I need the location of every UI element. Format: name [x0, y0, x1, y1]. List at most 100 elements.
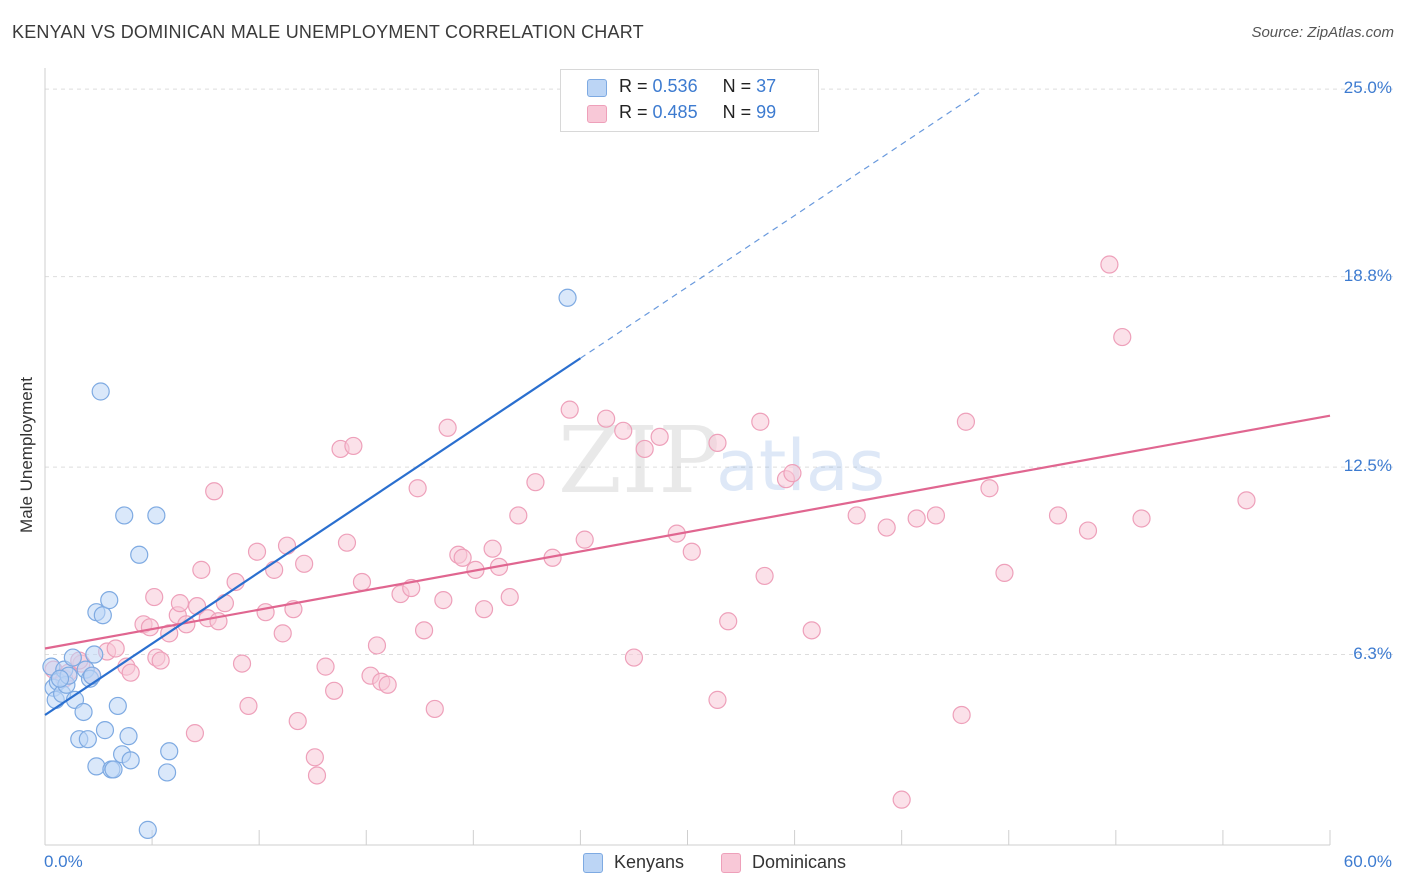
dominicans-point: [926, 506, 946, 525]
dominicans-point: [192, 560, 211, 579]
dominicans-point: [877, 518, 896, 537]
kenyans-trend-extension: [580, 89, 984, 359]
dominicans-point: [352, 572, 372, 592]
dominicans-point: [500, 587, 519, 607]
dominicans-point: [414, 621, 434, 640]
kenyans-point: [93, 606, 112, 625]
dominicans-point: [239, 696, 258, 716]
dominicans-point: [682, 542, 701, 561]
dominicans-point: [337, 533, 357, 552]
dominicans-point: [980, 479, 999, 498]
kenyans-point: [95, 721, 115, 740]
kenyans-point: [138, 820, 157, 839]
dominicans-point: [453, 548, 472, 567]
trend-lines: [44, 89, 1331, 716]
dominicans-point: [907, 509, 926, 528]
stats-r-label: R =: [619, 102, 648, 122]
dominicans-point: [995, 563, 1014, 582]
dominicans-point: [121, 663, 140, 682]
dominicans-point: [205, 482, 224, 501]
y-tick-label: 18.8%: [1343, 265, 1392, 285]
kenyans-point: [83, 666, 102, 685]
dominicans-point: [277, 536, 297, 555]
kenyans-point: [115, 506, 134, 525]
x-tick-min: 0.0%: [44, 852, 83, 871]
x-tick-marks: [44, 830, 1331, 845]
kenyans-swatch: [587, 79, 607, 97]
kenyans-point: [130, 545, 149, 564]
dominicans-point: [288, 711, 307, 731]
dominicans-point: [1237, 491, 1256, 510]
dominicans-point: [624, 648, 644, 667]
dominicans-point: [425, 699, 444, 719]
dominicans-point: [256, 603, 275, 622]
dominicans-point: [708, 433, 727, 452]
dominicans-point: [802, 621, 821, 640]
stats-r-value: 0.536: [652, 76, 698, 96]
kenyans-point: [85, 645, 104, 664]
legend-swatch-dominicans: [721, 853, 741, 873]
dominicans-point: [265, 560, 284, 579]
dominicans-point: [1100, 255, 1119, 274]
dominicans-point: [295, 554, 314, 573]
dominicans-point: [1048, 506, 1068, 525]
dominicans-point: [325, 681, 344, 700]
dominicans-point: [232, 654, 252, 673]
dominicans-point: [408, 479, 427, 498]
dominicans-point: [614, 421, 633, 440]
kenyans-point: [119, 727, 138, 746]
dominicans-point: [215, 594, 234, 613]
kenyans-point: [157, 763, 177, 782]
dominicans-point: [755, 566, 774, 586]
kenyans-point: [108, 696, 127, 716]
y-tick-label: 12.5%: [1343, 456, 1392, 476]
dominicans-point: [247, 542, 267, 561]
dominicans-point: [170, 594, 190, 613]
kenyans-point: [121, 751, 140, 770]
stats-r-label: R =: [619, 76, 648, 96]
dominicans-point: [378, 675, 397, 694]
dominicans-point: [1078, 521, 1098, 540]
kenyans-points: [42, 288, 577, 839]
dominicans-point: [847, 506, 866, 525]
kenyans-point: [78, 730, 97, 749]
y-tick-label: 6.3%: [1353, 643, 1392, 663]
kenyans-point: [100, 591, 119, 610]
dominicans-point: [273, 624, 292, 643]
stats-n-value: 99: [756, 102, 777, 122]
dominicans-point: [307, 766, 327, 785]
dominicans-point: [560, 400, 579, 419]
kenyans-trend-line: [44, 357, 582, 716]
dominicans-point: [509, 506, 528, 525]
dominicans-point: [751, 412, 770, 431]
kenyans-point: [104, 760, 123, 779]
dominicans-point: [719, 612, 738, 631]
kenyans-point: [63, 648, 82, 667]
dominicans-point: [344, 436, 363, 456]
legend-label-dominicans: Dominicans: [752, 852, 847, 872]
stats-r-value: 0.485: [652, 102, 698, 122]
dominicans-point: [438, 418, 457, 437]
kenyans-point: [558, 288, 577, 307]
watermark-zip: ZIP: [558, 407, 720, 514]
dominicans-point: [892, 790, 911, 809]
kenyans-point: [91, 382, 110, 401]
dominicans-point: [367, 636, 387, 655]
grid-lines: [45, 88, 1395, 656]
watermark-atlas: atlas: [716, 425, 885, 507]
dominicans-point: [526, 473, 545, 492]
dominicans-point: [106, 639, 125, 658]
stats-n-label: N =: [722, 102, 752, 122]
dominicans-point: [474, 600, 494, 619]
dominicans-point: [483, 539, 502, 558]
dominicans-point: [783, 464, 802, 483]
x-tick-max: 60.0%: [1343, 852, 1392, 871]
dominicans-point: [575, 530, 594, 549]
dominicans-point: [1132, 509, 1151, 528]
dominicans-point: [1113, 327, 1132, 347]
dominicans-point: [650, 427, 669, 446]
legend-swatch-kenyans: [583, 853, 603, 873]
dominicans-point: [305, 748, 324, 767]
correlation-stats-box: R = 0.536 N = 37 R = 0.485 N = 99: [560, 69, 819, 132]
